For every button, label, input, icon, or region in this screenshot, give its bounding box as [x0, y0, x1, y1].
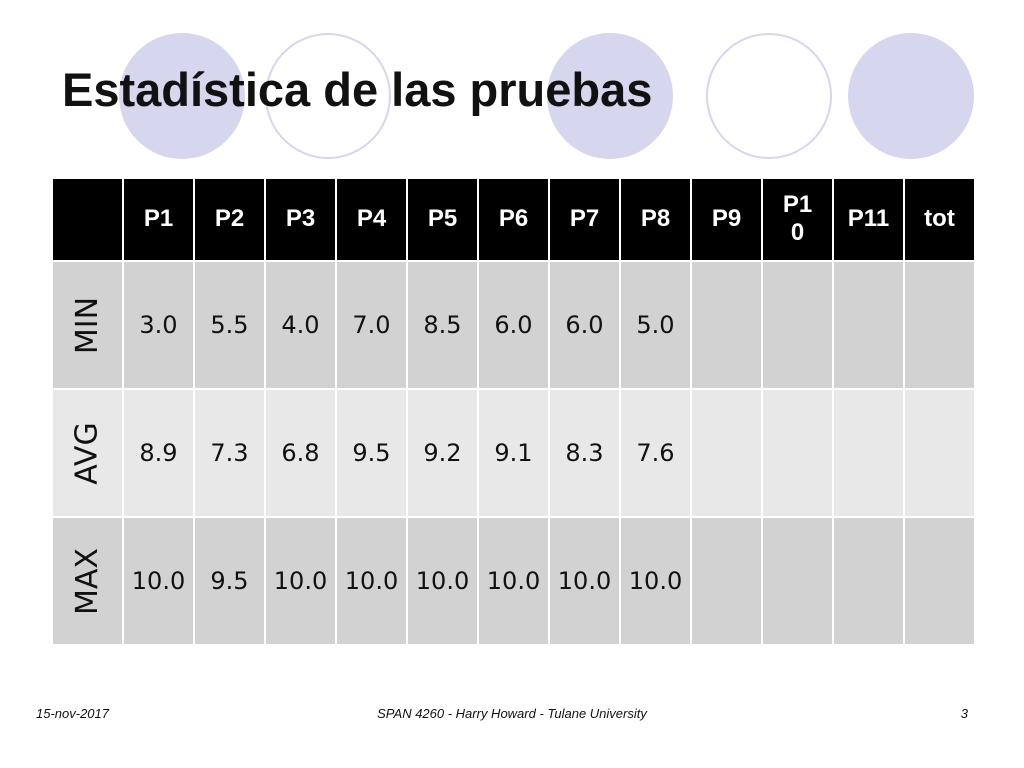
footer-course: SPAN 4260 - Harry Howard - Tulane Univer… [377, 706, 647, 721]
table-cell: 10.0 [477, 516, 550, 646]
footer-date: 15-nov-2017 [36, 706, 109, 721]
table-cell [761, 388, 834, 518]
footer-page-number: 3 [960, 706, 968, 721]
column-header: P5 [406, 177, 479, 262]
table-cell [903, 260, 976, 390]
row-label-cell: MAX [51, 516, 124, 646]
table-cell: 6.8 [264, 388, 337, 518]
column-header: P7 [548, 177, 621, 262]
column-header: P2 [193, 177, 266, 262]
decorative-circle-outline [706, 33, 832, 159]
header-corner-cell [51, 177, 124, 262]
row-label: MIN [70, 296, 105, 354]
table-cell: 7.6 [619, 388, 692, 518]
table-cell [761, 260, 834, 390]
table-row: MIN 3.0 5.5 4.0 7.0 8.5 6.0 6.0 5.0 [51, 260, 976, 390]
table-cell: 9.5 [193, 516, 266, 646]
column-header: P4 [335, 177, 408, 262]
table-cell: 10.0 [548, 516, 621, 646]
table-cell: 10.0 [264, 516, 337, 646]
table-cell: 9.1 [477, 388, 550, 518]
table-cell: 4.0 [264, 260, 337, 390]
table-cell: 10.0 [122, 516, 195, 646]
table-cell: 5.5 [193, 260, 266, 390]
decorative-circle [848, 33, 974, 159]
table-cell: 6.0 [548, 260, 621, 390]
table-cell: 3.0 [122, 260, 195, 390]
row-label: MAX [70, 547, 105, 615]
row-label: AVG [70, 421, 105, 485]
table-cell [690, 516, 763, 646]
table-cell [832, 516, 905, 646]
column-header-label: P10 [782, 191, 813, 247]
table-row: MAX 10.0 9.5 10.0 10.0 10.0 10.0 10.0 10… [51, 516, 976, 646]
column-header: P11 [832, 177, 905, 262]
statistics-table: P1 P2 P3 P4 P5 P6 P7 P8 P9 P10 P11 tot M… [51, 177, 976, 646]
column-header: P6 [477, 177, 550, 262]
decorative-circle [547, 33, 673, 159]
table-cell: 8.3 [548, 388, 621, 518]
table-header-row: P1 P2 P3 P4 P5 P6 P7 P8 P9 P10 P11 tot [51, 177, 976, 262]
column-header: P9 [690, 177, 763, 262]
table-cell: 5.0 [619, 260, 692, 390]
table-cell: 7.3 [193, 388, 266, 518]
table-cell: 8.5 [406, 260, 479, 390]
table-cell [903, 388, 976, 518]
table-cell [761, 516, 834, 646]
column-header: P10 [761, 177, 834, 262]
table-cell [690, 260, 763, 390]
decorative-circle-outline [265, 33, 391, 159]
table-cell: 10.0 [619, 516, 692, 646]
decorative-circle [119, 33, 245, 159]
table-cell: 9.5 [335, 388, 408, 518]
slide-title: Estadística de las pruebas [62, 63, 653, 116]
table-cell [832, 388, 905, 518]
column-header: P8 [619, 177, 692, 262]
column-header: P3 [264, 177, 337, 262]
column-header: P1 [122, 177, 195, 262]
table-cell: 10.0 [406, 516, 479, 646]
table-cell: 10.0 [335, 516, 408, 646]
table-cell [832, 260, 905, 390]
table-cell: 8.9 [122, 388, 195, 518]
table-cell [690, 388, 763, 518]
row-label-cell: AVG [51, 388, 124, 518]
column-header: tot [903, 177, 976, 262]
table-row: AVG 8.9 7.3 6.8 9.5 9.2 9.1 8.3 7.6 [51, 388, 976, 518]
table-cell: 6.0 [477, 260, 550, 390]
table-cell: 7.0 [335, 260, 408, 390]
row-label-cell: MIN [51, 260, 124, 390]
table-cell [903, 516, 976, 646]
table-cell: 9.2 [406, 388, 479, 518]
